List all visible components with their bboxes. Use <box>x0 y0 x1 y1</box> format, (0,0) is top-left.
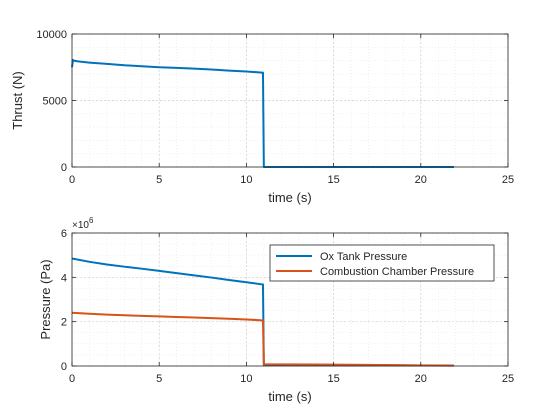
exponent-base: ×10 <box>72 220 89 231</box>
x-tick-label: 5 <box>156 174 162 186</box>
x-tick-label: 20 <box>415 174 427 186</box>
pressure-tick-marks <box>71 232 509 367</box>
thrust-axes: 0 5 10 15 20 25 0 5000 10000 time (s) Thrust (N… <box>10 29 514 205</box>
exponent-power: 6 <box>89 216 94 225</box>
x-tick-label: 10 <box>240 373 252 385</box>
pressure-series-layer <box>71 257 454 367</box>
combustion-chamber-pressure-line <box>71 311 454 367</box>
y-tick-label: 0 <box>61 361 67 373</box>
x-tick-label: 10 <box>240 174 252 186</box>
x-tick-label: 25 <box>502 174 514 186</box>
thrust-tick-marks <box>71 33 509 168</box>
y-tick-label: 10000 <box>36 29 67 41</box>
x-tick-label: 15 <box>327 174 339 186</box>
pressure-x-axis-label: time (s) <box>268 389 311 404</box>
y-tick-label: 6 <box>61 228 67 240</box>
thrust-y-axis-label: Thrust (N) <box>10 71 25 130</box>
x-tick-label: 0 <box>69 373 75 385</box>
thrust-x-axis-label: time (s) <box>268 190 311 205</box>
thrust-y-tick-labels: 0 5000 10000 <box>36 29 67 174</box>
y-tick-label: 2 <box>61 317 67 329</box>
pressure-x-tick-labels: 0 5 10 15 20 25 <box>69 373 514 385</box>
legend-label-ox-tank: Ox Tank Pressure <box>320 251 407 263</box>
legend-label-combustion-chamber: Combustion Chamber Pressure <box>320 266 474 278</box>
pressure-axes-frame <box>71 232 509 367</box>
y-tick-label: 5000 <box>43 96 67 108</box>
x-tick-label: 25 <box>502 373 514 385</box>
pressure-legend: Ox Tank Pressure Combustion Chamber Pres… <box>269 244 495 282</box>
thrust-x-tick-labels: 0 5 10 15 20 25 <box>69 174 514 186</box>
y-tick-label: 0 <box>61 162 67 174</box>
x-tick-label: 20 <box>415 373 427 385</box>
x-tick-label: 5 <box>156 373 162 385</box>
legend-box <box>269 244 495 282</box>
x-tick-label: 0 <box>69 174 75 186</box>
pressure-y-exponent-label: ×106 <box>72 216 94 231</box>
pressure-y-axis-label: Pressure (Pa) <box>38 259 53 339</box>
pressure-y-tick-labels: 0 2 4 6 <box>61 228 67 373</box>
y-tick-label: 4 <box>61 272 67 284</box>
x-tick-label: 15 <box>327 373 339 385</box>
